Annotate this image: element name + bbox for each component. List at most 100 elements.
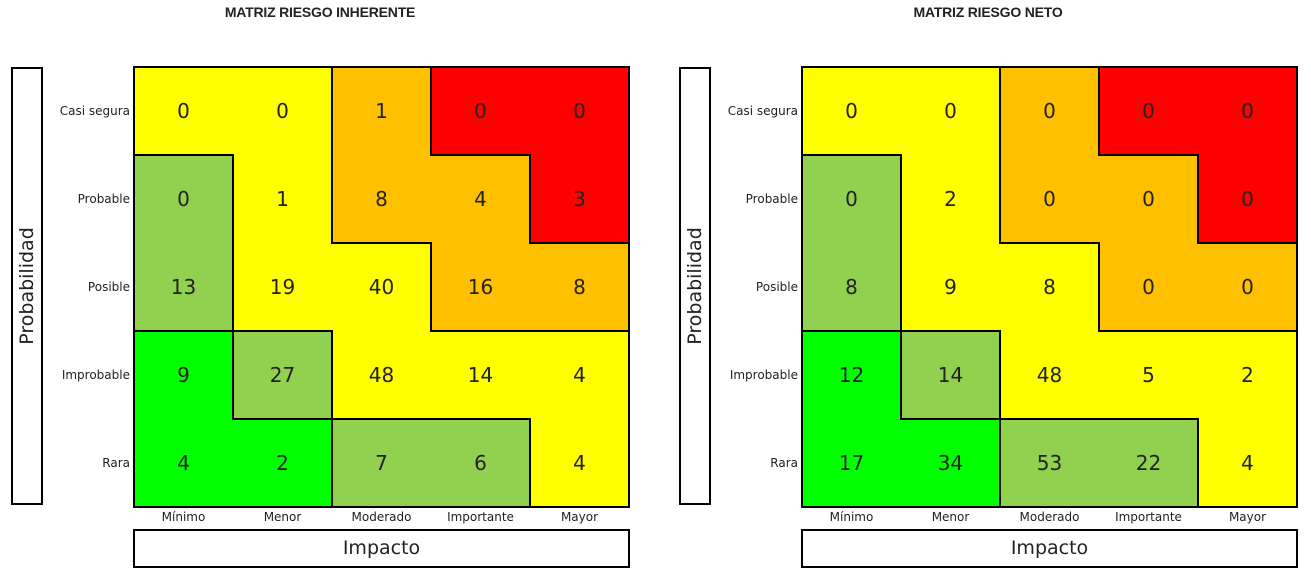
cell-value: 48 bbox=[369, 363, 394, 387]
cell-value: 4 bbox=[573, 363, 586, 387]
cell-probable-moderado bbox=[332, 155, 431, 243]
chart-title: MATRIZ RIESGO INHERENTE bbox=[224, 4, 416, 20]
cell-rara-importante bbox=[431, 419, 530, 507]
y-axis-title: Probabilidad bbox=[684, 227, 706, 345]
cell-value: 8 bbox=[845, 275, 858, 299]
cell-rara-menor bbox=[233, 419, 332, 507]
row-label-probable: Probable bbox=[745, 192, 798, 206]
cell-value: 7 bbox=[375, 451, 388, 475]
cell-rara-menor bbox=[901, 419, 1000, 507]
cell-value: 12 bbox=[839, 363, 864, 387]
cell-value: 8 bbox=[573, 275, 586, 299]
cell-value: 40 bbox=[369, 275, 394, 299]
cell-value: 6 bbox=[474, 451, 487, 475]
cell-value: 14 bbox=[938, 363, 963, 387]
cell-rara-minimo bbox=[802, 419, 901, 507]
cell-posible-minimo bbox=[134, 243, 233, 331]
cell-value: 2 bbox=[276, 451, 289, 475]
col-label-mayor: Mayor bbox=[1228, 510, 1267, 524]
grid-outline bbox=[801, 66, 1298, 508]
col-label-moderado: Moderado bbox=[351, 510, 412, 524]
cell-value: 17 bbox=[839, 451, 864, 475]
cell-value: 8 bbox=[375, 187, 388, 211]
cell-value: 0 bbox=[1241, 187, 1254, 211]
col-label-menor: Menor bbox=[931, 510, 970, 524]
cell-value: 0 bbox=[845, 99, 858, 123]
cell-casi-segura-menor bbox=[233, 67, 332, 155]
cell-value: 4 bbox=[573, 451, 586, 475]
col-label-importante: Importante bbox=[1115, 510, 1182, 524]
cell-improbable-moderado bbox=[332, 331, 431, 419]
row-label-rara: Rara bbox=[102, 456, 130, 470]
values-layer: 0 0 0 0 0 0 2 0 0 0 8 9 8 0 0 12 14 48 5 2 17 34 53 22 4 bbox=[839, 99, 1254, 475]
cell-posible-menor bbox=[233, 243, 332, 331]
cell-value: 22 bbox=[1136, 451, 1161, 475]
cell-value: 0 bbox=[1142, 99, 1155, 123]
cell-probable-menor bbox=[901, 155, 1000, 243]
cell-value: 27 bbox=[270, 363, 295, 387]
cell-casi-segura-moderado bbox=[1000, 67, 1099, 155]
cell-value: 48 bbox=[1037, 363, 1062, 387]
cell-improbable-mayor bbox=[530, 331, 629, 419]
col-label-importante: Importante bbox=[447, 510, 514, 524]
cell-value: 0 bbox=[1043, 99, 1056, 123]
matrix-panel-neto: MATRIZ RIESGO NETO Probabilidad Casi seg… bbox=[668, 0, 1308, 575]
cell-value: 0 bbox=[845, 187, 858, 211]
cell-rara-moderado bbox=[1000, 419, 1099, 507]
col-label-menor: Menor bbox=[263, 510, 302, 524]
cell-value: 16 bbox=[468, 275, 493, 299]
cell-rara-mayor bbox=[530, 419, 629, 507]
cell-rara-minimo bbox=[134, 419, 233, 507]
col-label-mayor: Mayor bbox=[560, 510, 599, 524]
cell-improbable-minimo bbox=[802, 331, 901, 419]
cell-posible-mayor bbox=[530, 243, 629, 331]
cell-value: 13 bbox=[171, 275, 196, 299]
cell-value: 4 bbox=[1241, 451, 1254, 475]
grid-outline bbox=[133, 66, 630, 508]
cell-value: 0 bbox=[1241, 99, 1254, 123]
chart-title: MATRIZ RIESGO NETO bbox=[913, 4, 1063, 20]
cell-probable-mayor bbox=[530, 155, 629, 243]
zone-borders-layer bbox=[133, 66, 630, 508]
cell-improbable-importante bbox=[431, 331, 530, 419]
cell-posible-menor bbox=[901, 243, 1000, 331]
cell-value: 0 bbox=[276, 99, 289, 123]
cell-casi-segura-mayor bbox=[1198, 67, 1297, 155]
cell-value: 0 bbox=[1142, 187, 1155, 211]
cell-value: 0 bbox=[474, 99, 487, 123]
cell-improbable-menor bbox=[901, 331, 1000, 419]
cell-value: 0 bbox=[944, 99, 957, 123]
cell-improbable-moderado bbox=[1000, 331, 1099, 419]
cell-casi-segura-importante bbox=[1099, 67, 1198, 155]
x-axis-title-box: Impacto bbox=[133, 529, 630, 568]
cell-value: 14 bbox=[468, 363, 493, 387]
cell-posible-importante bbox=[431, 243, 530, 331]
x-axis-title: Impacto bbox=[1010, 537, 1089, 559]
cell-value: 1 bbox=[276, 187, 289, 211]
cell-posible-mayor bbox=[1198, 243, 1297, 331]
row-label-rara: Rara bbox=[770, 456, 798, 470]
cell-improbable-importante bbox=[1099, 331, 1198, 419]
heatmap-grid: 0 0 1 0 00 1 8 4 313 19 40 16 89 27 48 14 44 2 7 6 4 bbox=[133, 66, 630, 508]
cell-posible-moderado bbox=[1000, 243, 1099, 331]
row-label-posible: Posible bbox=[755, 280, 798, 294]
y-axis-title: Probabilidad bbox=[16, 227, 38, 345]
cell-value: 0 bbox=[573, 99, 586, 123]
cell-posible-minimo bbox=[802, 243, 901, 331]
row-label-probable: Probable bbox=[77, 192, 130, 206]
cell-probable-minimo bbox=[134, 155, 233, 243]
cell-value: 4 bbox=[177, 451, 190, 475]
row-label-posible: Posible bbox=[87, 280, 130, 294]
row-label-casi-segura: Casi segura bbox=[59, 104, 130, 118]
cell-casi-segura-minimo bbox=[134, 67, 233, 155]
cell-casi-segura-menor bbox=[901, 67, 1000, 155]
cell-value: 53 bbox=[1037, 451, 1062, 475]
cell-value: 0 bbox=[1241, 275, 1254, 299]
zone-borders-layer bbox=[801, 66, 1298, 508]
cell-rara-importante bbox=[1099, 419, 1198, 507]
y-axis-title-box: Probabilidad bbox=[11, 67, 43, 505]
cell-value: 9 bbox=[944, 275, 957, 299]
cells-layer bbox=[134, 67, 629, 507]
x-axis-title-box: Impacto bbox=[801, 529, 1298, 568]
row-label-improbable: Improbable bbox=[61, 368, 130, 382]
